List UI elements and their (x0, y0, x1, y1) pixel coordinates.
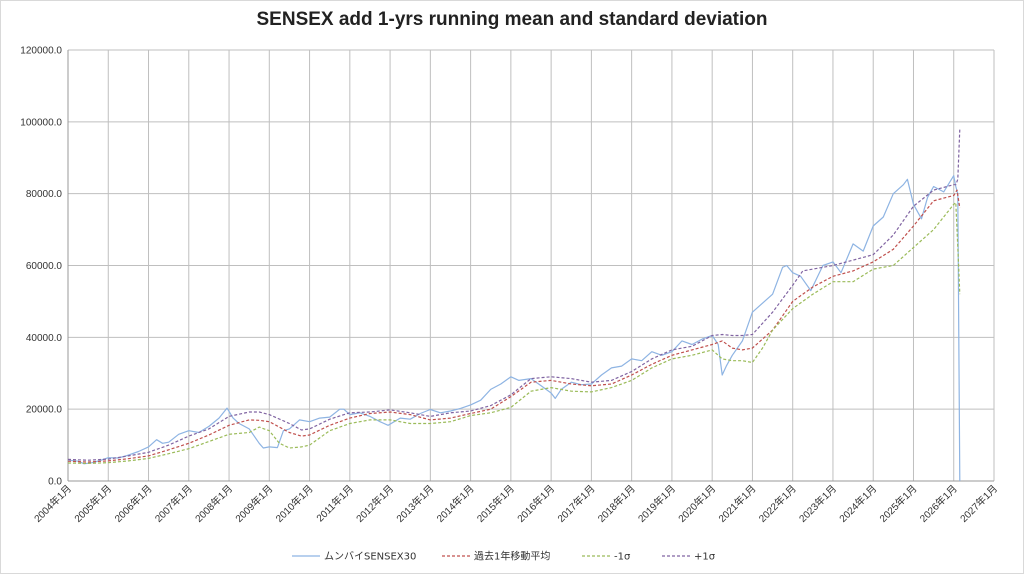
x-tick-label: 2010年1月 (273, 482, 316, 525)
mean-line (67, 189, 961, 463)
chart-title: SENSEX add 1-yrs running mean and standa… (256, 9, 768, 30)
x-tick-label: 2013年1月 (393, 482, 436, 525)
x-tick-label: 2018年1月 (595, 482, 638, 525)
x-tick-label: 2007年1月 (152, 482, 195, 525)
x-tick-label: 2016年1月 (514, 482, 557, 525)
x-tick-label: 2021年1月 (716, 482, 759, 525)
minus-sigma-line (67, 202, 961, 464)
x-tick-label: 2011年1月 (313, 482, 355, 524)
y-tick-label: 40000.0 (26, 333, 63, 344)
x-tick-label: 2019年1月 (635, 482, 678, 525)
x-tick-label: 2014年1月 (434, 482, 477, 525)
x-tick-label: 2012年1月 (353, 482, 396, 525)
x-tick-label: 2004年1月 (31, 482, 74, 525)
x-tick-label: 2006年1月 (112, 482, 155, 525)
legend: ムンバイSENSEX30 過去1年移動平均 -1σ +1σ (292, 550, 716, 563)
axes (67, 50, 994, 482)
plus-sigma-line (67, 128, 961, 461)
y-tick-label: 120000.0 (20, 46, 62, 57)
x-tick-label: 2017年1月 (555, 482, 598, 525)
x-axis-tick-labels: 2004年1月2005年1月2006年1月2007年1月2008年1月2009年… (31, 482, 1000, 525)
x-tick-label: 2005年1月 (71, 482, 114, 525)
x-tick-label: 2027年1月 (957, 482, 1000, 525)
x-tick-label: 2008年1月 (192, 482, 235, 525)
x-tick-label: 2024年1月 (836, 482, 879, 525)
legend-label: 過去1年移動平均 (474, 550, 550, 563)
x-tick-label: 2015年1月 (474, 482, 517, 525)
sensex-line (67, 175, 961, 482)
x-tick-label: 2020年1月 (675, 482, 718, 525)
series-lines (67, 128, 961, 482)
y-tick-label: 20000.0 (26, 405, 63, 416)
legend-label: +1σ (694, 552, 716, 563)
x-tick-label: 2026年1月 (917, 482, 960, 525)
x-tick-label: 2023年1月 (796, 482, 839, 525)
x-tick-label: 2022年1月 (756, 482, 799, 525)
y-tick-label: 100000.0 (20, 117, 62, 128)
y-tick-label: 60000.0 (26, 261, 63, 272)
y-tick-label: 80000.0 (26, 189, 63, 200)
y-tick-label: 0.0 (48, 477, 62, 488)
y-axis-tick-labels: 0.0 20000.0 40000.0 60000.0 80000.0 100000.0 1… (20, 46, 62, 488)
legend-label: -1σ (614, 552, 631, 563)
x-tick-label: 2025年1月 (877, 482, 920, 525)
x-tick-label: 2009年1月 (232, 482, 275, 525)
legend-label: ムンバイSENSEX30 (324, 551, 416, 563)
gridlines (67, 49, 995, 482)
